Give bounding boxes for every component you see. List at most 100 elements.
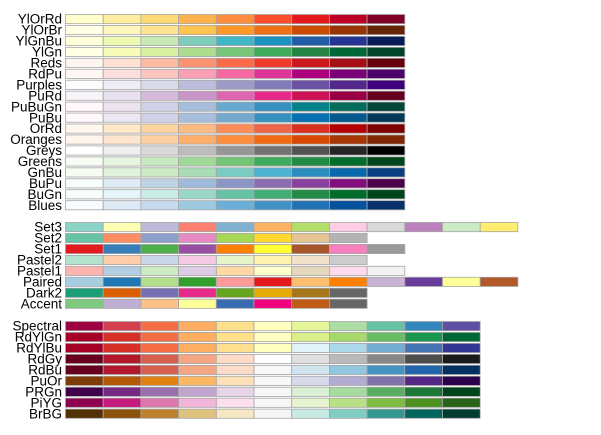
- color-swatch: [140, 321, 179, 332]
- color-swatch: [140, 276, 179, 287]
- color-swatch: [178, 189, 217, 200]
- color-swatch: [291, 233, 330, 244]
- color-swatch: [366, 46, 406, 57]
- color-swatch: [178, 222, 217, 233]
- color-swatch: [291, 156, 330, 167]
- color-swatch: [140, 112, 179, 123]
- color-swatch: [102, 243, 142, 254]
- palette-row-pubu: PuBu: [29, 110, 406, 125]
- color-swatch: [215, 233, 255, 244]
- color-swatch: [65, 276, 104, 287]
- color-swatch: [328, 68, 368, 79]
- palette-label: BuPu: [29, 176, 62, 191]
- color-swatch: [253, 287, 293, 298]
- color-swatch: [291, 90, 330, 101]
- color-swatch: [140, 200, 179, 211]
- color-swatch: [328, 167, 368, 178]
- palette-row-oranges: Oranges: [10, 132, 406, 147]
- color-swatch: [178, 298, 217, 309]
- color-swatch: [442, 364, 481, 375]
- color-swatch: [366, 101, 406, 112]
- color-swatch: [291, 68, 330, 79]
- palette-label: OrRd: [30, 121, 62, 136]
- color-swatch: [253, 397, 293, 408]
- color-swatch: [102, 222, 142, 233]
- color-swatch: [65, 397, 104, 408]
- palette-row-rdbu: RdBu: [28, 363, 481, 378]
- color-swatch: [215, 36, 255, 47]
- palette-row-ylgnbu: YlGnBu: [15, 34, 406, 49]
- color-swatch: [140, 298, 179, 309]
- diverging-palette-group: SpectralRdYlGnRdYlBuRdGyRdBuPuOrPRGnPiYG…: [12, 319, 481, 421]
- palette-label: BrBG: [29, 406, 62, 421]
- color-swatch: [366, 25, 406, 36]
- color-swatch: [178, 386, 217, 397]
- color-swatch: [140, 233, 179, 244]
- color-swatch: [253, 145, 293, 156]
- color-swatch: [215, 112, 255, 123]
- color-swatch: [404, 375, 443, 386]
- color-swatch: [102, 112, 142, 123]
- color-swatch: [253, 68, 293, 79]
- palette-row-pastel1: Pastel1: [17, 264, 406, 279]
- color-swatch: [291, 79, 330, 90]
- color-swatch: [253, 156, 293, 167]
- color-swatch: [253, 123, 293, 134]
- color-swatch: [253, 57, 293, 68]
- color-swatch: [215, 408, 255, 419]
- color-swatch: [178, 101, 217, 112]
- color-swatch: [102, 189, 142, 200]
- palette-label: PRGn: [25, 384, 62, 399]
- color-swatch: [140, 222, 179, 233]
- color-swatch: [291, 25, 330, 36]
- palette-row-ylorbr: YlOrBr: [22, 23, 406, 38]
- palette-label: RdYlBu: [16, 341, 62, 356]
- color-swatch: [442, 332, 481, 343]
- palette-label: RdBu: [28, 363, 62, 378]
- color-swatch: [140, 397, 179, 408]
- color-swatch: [215, 68, 255, 79]
- color-swatch: [65, 90, 104, 101]
- qualitative-palette-group: Set3Set2Set1Pastel2Pastel1PairedDark2Acc…: [17, 220, 519, 311]
- color-swatch: [328, 134, 368, 145]
- palette-row-rdgy: RdGy: [27, 352, 481, 367]
- color-swatch: [178, 145, 217, 156]
- color-swatch: [215, 321, 255, 332]
- color-swatch: [65, 57, 104, 68]
- color-swatch: [102, 123, 142, 134]
- color-swatch: [178, 375, 217, 386]
- color-swatch: [65, 134, 104, 145]
- color-swatch: [291, 57, 330, 68]
- color-swatch: [404, 408, 443, 419]
- color-swatch: [291, 178, 330, 189]
- color-swatch: [178, 79, 217, 90]
- color-swatch: [442, 222, 481, 233]
- color-swatch: [291, 364, 330, 375]
- color-swatch: [65, 321, 104, 332]
- color-swatch: [102, 145, 142, 156]
- color-swatch: [366, 321, 406, 332]
- color-swatch: [140, 123, 179, 134]
- palette-label: Dark2: [26, 285, 62, 300]
- color-swatch: [65, 178, 104, 189]
- color-swatch: [102, 46, 142, 57]
- color-swatch: [65, 25, 104, 36]
- color-swatch: [253, 342, 293, 353]
- color-swatch: [366, 156, 406, 167]
- color-swatch: [366, 386, 406, 397]
- color-swatch: [291, 36, 330, 47]
- color-swatch: [140, 332, 179, 343]
- color-swatch: [215, 25, 255, 36]
- color-swatch: [253, 254, 293, 265]
- color-swatch: [215, 265, 255, 276]
- palette-label: GnBu: [27, 165, 62, 180]
- color-swatch: [102, 68, 142, 79]
- color-swatch: [328, 178, 368, 189]
- color-swatch: [178, 178, 217, 189]
- palette-row-ylgn: YlGn: [32, 45, 406, 60]
- color-swatch: [215, 101, 255, 112]
- color-swatch: [65, 265, 104, 276]
- palette-row-brbg: BrBG: [29, 406, 481, 421]
- palette-row-accent: Accent: [21, 296, 368, 311]
- color-swatch: [140, 79, 179, 90]
